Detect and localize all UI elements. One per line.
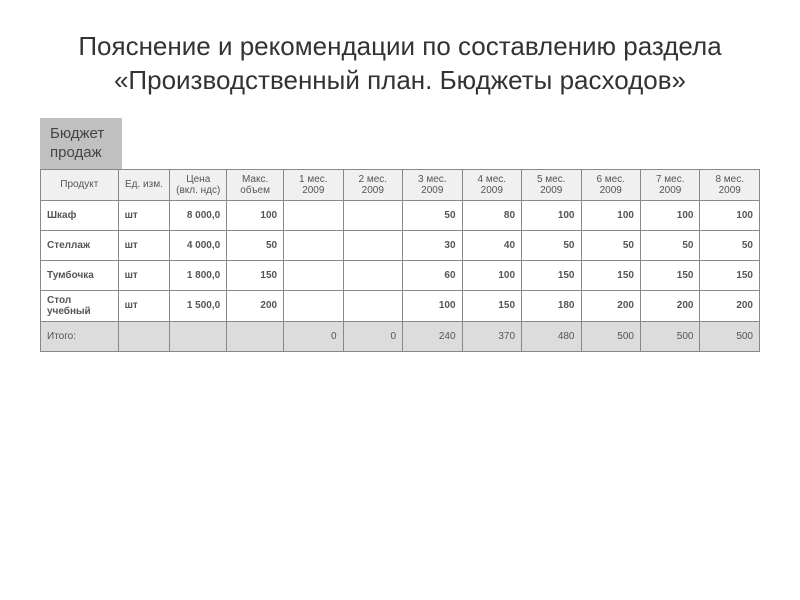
table-caption: Бюджетпродаж <box>40 118 122 169</box>
col-header: 6 мес. 2009 <box>581 169 640 200</box>
cell-product: Тумбочка <box>41 260 119 290</box>
cell-value: 240 <box>403 321 462 351</box>
cell-value: 150 <box>700 260 760 290</box>
col-header: 5 мес. 2009 <box>522 169 581 200</box>
cell-value <box>284 260 343 290</box>
cell-total-label: Итого: <box>41 321 119 351</box>
cell-product: Стол учебный <box>41 290 119 321</box>
table-row: Шкаф шт 8 000,0 100 50 80 100 100 100 10… <box>41 200 760 230</box>
col-header: 8 мес. 2009 <box>700 169 760 200</box>
cell-value: 100 <box>403 290 462 321</box>
cell-value: 200 <box>640 290 699 321</box>
cell-unit: шт <box>118 260 170 290</box>
cell-max: 100 <box>227 200 284 230</box>
cell-value <box>284 230 343 260</box>
cell-value <box>343 230 402 260</box>
cell-value: 40 <box>462 230 521 260</box>
cell-value: 370 <box>462 321 521 351</box>
cell-price: 1 500,0 <box>170 290 227 321</box>
cell-price: 1 800,0 <box>170 260 227 290</box>
cell-max: 50 <box>227 230 284 260</box>
cell-value <box>343 200 402 230</box>
cell-unit: шт <box>118 230 170 260</box>
cell-value: 100 <box>522 200 581 230</box>
cell-product: Шкаф <box>41 200 119 230</box>
cell-value: 100 <box>700 200 760 230</box>
cell-value: 150 <box>522 260 581 290</box>
cell-max: 200 <box>227 290 284 321</box>
cell-unit: шт <box>118 200 170 230</box>
cell-value: 200 <box>581 290 640 321</box>
col-header: Цена (вкл. ндс) <box>170 169 227 200</box>
cell-value: 100 <box>462 260 521 290</box>
col-header: 4 мес. 2009 <box>462 169 521 200</box>
cell-value: 60 <box>403 260 462 290</box>
cell-max: 150 <box>227 260 284 290</box>
col-header: 1 мес. 2009 <box>284 169 343 200</box>
table-body: Шкаф шт 8 000,0 100 50 80 100 100 100 10… <box>41 200 760 351</box>
cell-value: 200 <box>700 290 760 321</box>
cell-value <box>343 290 402 321</box>
cell-value <box>118 321 170 351</box>
col-header: Макс. объем <box>227 169 284 200</box>
col-header: Ед. изм. <box>118 169 170 200</box>
col-header: 2 мес. 2009 <box>343 169 402 200</box>
cell-value <box>343 260 402 290</box>
cell-value: 150 <box>581 260 640 290</box>
table-totals-row: Итого: 0 0 240 370 480 500 500 500 <box>41 321 760 351</box>
cell-value: 150 <box>640 260 699 290</box>
cell-value: 50 <box>522 230 581 260</box>
cell-value: 500 <box>640 321 699 351</box>
cell-value: 100 <box>640 200 699 230</box>
cell-value: 80 <box>462 200 521 230</box>
cell-price: 4 000,0 <box>170 230 227 260</box>
page-title: Пояснение и рекомендации по составлению … <box>40 30 760 98</box>
cell-value: 0 <box>284 321 343 351</box>
col-header: 3 мес. 2009 <box>403 169 462 200</box>
cell-value: 50 <box>640 230 699 260</box>
table-row: Стеллаж шт 4 000,0 50 30 40 50 50 50 50 <box>41 230 760 260</box>
cell-value: 180 <box>522 290 581 321</box>
cell-value: 500 <box>700 321 760 351</box>
cell-price: 8 000,0 <box>170 200 227 230</box>
cell-value: 500 <box>581 321 640 351</box>
cell-product: Стеллаж <box>41 230 119 260</box>
col-header: Продукт <box>41 169 119 200</box>
cell-unit: шт <box>118 290 170 321</box>
table-row: Тумбочка шт 1 800,0 150 60 100 150 150 1… <box>41 260 760 290</box>
cell-value: 150 <box>462 290 521 321</box>
col-header: 7 мес. 2009 <box>640 169 699 200</box>
table-row: Стол учебный шт 1 500,0 200 100 150 180 … <box>41 290 760 321</box>
cell-value: 100 <box>581 200 640 230</box>
cell-value: 0 <box>343 321 402 351</box>
cell-value: 480 <box>522 321 581 351</box>
slide: Пояснение и рекомендации по составлению … <box>0 0 800 600</box>
cell-value: 50 <box>403 200 462 230</box>
cell-value <box>284 200 343 230</box>
cell-value: 30 <box>403 230 462 260</box>
cell-value: 50 <box>700 230 760 260</box>
cell-value <box>227 321 284 351</box>
cell-value <box>170 321 227 351</box>
table-header-row: Продукт Ед. изм. Цена (вкл. ндс) Макс. о… <box>41 169 760 200</box>
cell-value <box>284 290 343 321</box>
budget-table: Продукт Ед. изм. Цена (вкл. ндс) Макс. о… <box>40 169 760 352</box>
cell-value: 50 <box>581 230 640 260</box>
